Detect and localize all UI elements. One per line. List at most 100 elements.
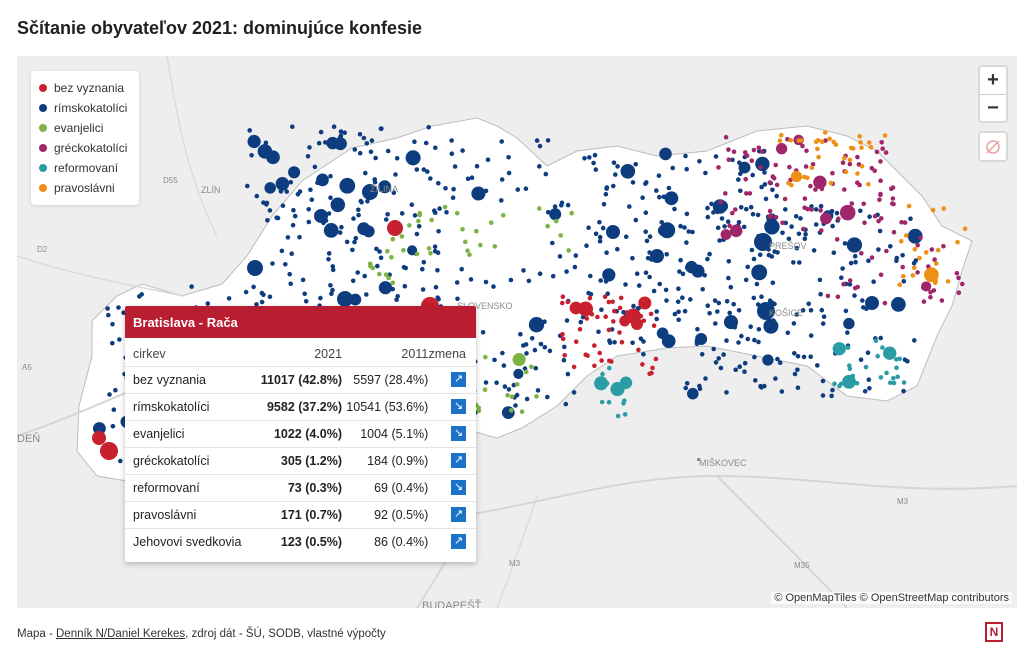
municipality-dot[interactable] — [813, 187, 818, 192]
municipality-dot[interactable] — [682, 308, 688, 314]
municipality-dot[interactable] — [840, 160, 846, 165]
municipality-dot[interactable] — [113, 387, 118, 393]
municipality-dot[interactable] — [962, 226, 968, 232]
municipality-dot[interactable] — [395, 294, 401, 299]
municipality-dot[interactable] — [858, 140, 863, 145]
municipality-dot[interactable] — [659, 147, 672, 161]
municipality-dot[interactable] — [684, 211, 690, 217]
municipality-dot[interactable] — [342, 130, 348, 135]
municipality-dot[interactable] — [611, 183, 616, 189]
municipality-dot[interactable] — [723, 191, 728, 196]
municipality-dot[interactable] — [630, 180, 636, 185]
municipality-dot[interactable] — [367, 261, 373, 266]
municipality-dot[interactable] — [709, 201, 714, 207]
municipality-dot[interactable] — [356, 207, 361, 213]
municipality-dot[interactable] — [796, 231, 802, 237]
municipality-dot[interactable] — [720, 229, 732, 240]
municipality-dot[interactable] — [344, 239, 350, 245]
municipality-dot[interactable] — [471, 186, 486, 201]
municipality-dot[interactable] — [722, 224, 727, 229]
municipality-dot[interactable] — [432, 210, 438, 215]
municipality-dot[interactable] — [316, 173, 329, 187]
municipality-dot[interactable] — [572, 264, 578, 270]
municipality-dot[interactable] — [339, 224, 344, 230]
municipality-dot[interactable] — [800, 143, 805, 149]
municipality-dot[interactable] — [259, 299, 265, 305]
municipality-dot[interactable] — [809, 165, 815, 170]
municipality-dot[interactable] — [736, 177, 741, 182]
municipality-dot[interactable] — [435, 268, 440, 273]
municipality-dot[interactable] — [643, 229, 648, 234]
municipality-dot[interactable] — [873, 338, 879, 344]
municipality-dot[interactable] — [569, 210, 574, 216]
municipality-dot[interactable] — [414, 167, 420, 172]
municipality-dot[interactable] — [827, 136, 832, 142]
municipality-dot[interactable] — [763, 196, 769, 202]
municipality-dot[interactable] — [414, 251, 420, 257]
municipality-dot[interactable] — [929, 247, 935, 252]
municipality-dot[interactable] — [589, 312, 595, 317]
municipality-dot[interactable] — [880, 146, 885, 152]
municipality-dot[interactable] — [815, 146, 820, 152]
municipality-dot[interactable] — [684, 265, 690, 271]
municipality-dot[interactable] — [254, 193, 260, 199]
municipality-dot[interactable] — [801, 226, 806, 232]
municipality-dot[interactable] — [723, 134, 729, 140]
municipality-dot[interactable] — [306, 207, 312, 212]
municipality-dot[interactable] — [654, 188, 659, 193]
zoom-in-button[interactable]: + — [987, 69, 999, 91]
municipality-dot[interactable] — [860, 298, 865, 303]
municipality-dot[interactable] — [116, 305, 121, 310]
municipality-dot[interactable] — [592, 363, 597, 369]
municipality-dot[interactable] — [771, 175, 777, 181]
municipality-dot[interactable] — [409, 202, 415, 207]
municipality-dot[interactable] — [560, 300, 565, 306]
municipality-dot[interactable] — [883, 150, 889, 155]
municipality-dot[interactable] — [813, 222, 819, 227]
municipality-dot[interactable] — [906, 203, 912, 209]
municipality-dot[interactable] — [330, 287, 335, 293]
municipality-dot[interactable] — [806, 301, 811, 307]
municipality-dot[interactable] — [769, 254, 775, 259]
municipality-dot[interactable] — [804, 148, 809, 154]
municipality-dot[interactable] — [437, 206, 442, 211]
municipality-dot[interactable] — [745, 264, 750, 270]
municipality-dot[interactable] — [790, 170, 803, 183]
municipality-dot[interactable] — [705, 256, 710, 262]
municipality-dot[interactable] — [828, 180, 834, 186]
municipality-dot[interactable] — [606, 225, 620, 239]
municipality-dot[interactable] — [513, 368, 524, 379]
municipality-dot[interactable] — [894, 357, 899, 362]
municipality-dot[interactable] — [389, 255, 394, 260]
municipality-dot[interactable] — [385, 212, 390, 217]
municipality-dot[interactable] — [560, 336, 566, 342]
municipality-dot[interactable] — [915, 242, 920, 248]
municipality-dot[interactable] — [499, 177, 505, 182]
footer-author-link[interactable]: Denník N/Daniel Kerekes — [56, 628, 186, 640]
municipality-dot[interactable] — [736, 220, 742, 225]
municipality-dot[interactable] — [465, 248, 470, 253]
municipality-dot[interactable] — [762, 354, 774, 366]
municipality-dot[interactable] — [483, 380, 489, 385]
municipality-dot[interactable] — [511, 382, 517, 388]
municipality-dot[interactable] — [836, 216, 841, 222]
municipality-dot[interactable] — [670, 165, 675, 171]
municipality-dot[interactable] — [309, 197, 315, 202]
municipality-dot[interactable] — [369, 138, 375, 143]
municipality-dot[interactable] — [748, 204, 754, 210]
municipality-dot[interactable] — [553, 218, 559, 224]
municipality-dot[interactable] — [763, 318, 779, 334]
municipality-dot[interactable] — [545, 394, 550, 400]
municipality-dot[interactable] — [866, 182, 871, 187]
municipality-dot[interactable] — [825, 293, 831, 299]
municipality-dot[interactable] — [711, 346, 716, 352]
municipality-dot[interactable] — [383, 217, 389, 222]
municipality-dot[interactable] — [802, 174, 807, 180]
municipality-dot[interactable] — [830, 387, 835, 393]
municipality-dot[interactable] — [744, 206, 749, 212]
municipality-dot[interactable] — [894, 258, 899, 264]
municipality-dot[interactable] — [264, 202, 269, 207]
municipality-dot[interactable] — [911, 265, 917, 271]
municipality-dot[interactable] — [549, 208, 562, 221]
municipality-dot[interactable] — [314, 209, 328, 223]
